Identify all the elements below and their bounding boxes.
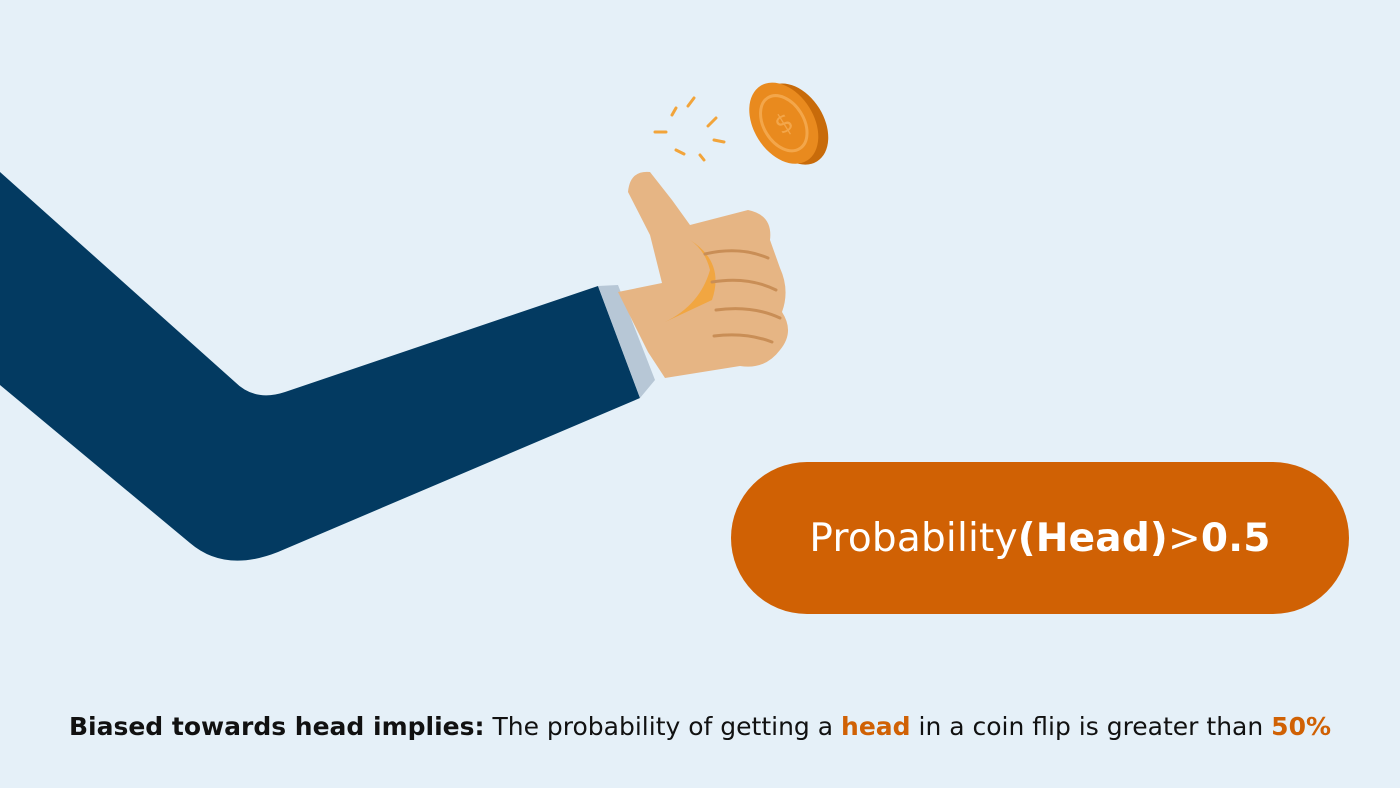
formula-prefix: Probability [809,515,1018,561]
formula-value: 0.5 [1200,515,1271,561]
sleeve [0,172,640,561]
thumbs-up-hand [618,171,789,378]
formula-event: (Head) [1017,515,1168,561]
caption-highlight-value: 50% [1271,712,1332,741]
caption-text-middle: in a coin flip is greater than [910,712,1272,741]
probability-formula-pill: Probability (Head) >0.5 [731,462,1349,614]
coin-icon: $ [749,82,829,165]
flick-lines [653,96,726,162]
shirt-cuff [598,285,655,398]
caption-text-before: The probability of getting a [484,712,842,741]
formula-operator: > [1167,515,1201,561]
caption: Biased towards head implies: The probabi… [0,712,1400,741]
caption-highlight-word: head [841,712,911,741]
caption-lead: Biased towards head implies: [68,712,485,741]
